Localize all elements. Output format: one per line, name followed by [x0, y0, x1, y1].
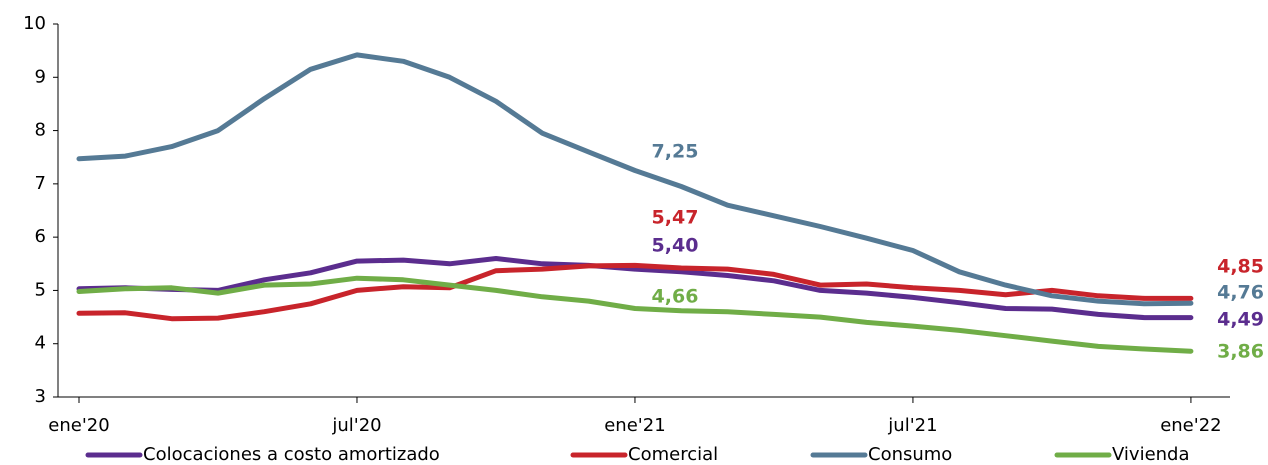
- value-label: 4,76: [1217, 282, 1264, 304]
- value-label: 4,49: [1217, 309, 1264, 331]
- value-label: 3,86: [1217, 341, 1264, 363]
- y-tick-label: 7: [35, 173, 46, 194]
- value-label: 7,25: [652, 141, 699, 163]
- series-line: [76, 256, 1194, 321]
- x-tick-label: jul'21: [887, 415, 937, 436]
- y-tick-label: 5: [35, 279, 46, 300]
- value-label: 5,47: [652, 207, 699, 229]
- legend-label: Colocaciones a costo amortizado: [143, 444, 440, 465]
- value-label: 4,66: [652, 286, 699, 308]
- series-line: [76, 52, 1194, 307]
- legend-label: Comercial: [628, 444, 718, 465]
- series-line: [76, 275, 1194, 354]
- value-label: 4,85: [1217, 256, 1264, 278]
- x-tick-label: ene'20: [48, 415, 109, 436]
- y-tick-label: 10: [23, 13, 46, 34]
- y-tick-label: 9: [35, 66, 46, 87]
- legend-label: Vivienda: [1112, 444, 1190, 465]
- y-tick-label: 8: [35, 120, 46, 141]
- y-tick-label: 3: [35, 386, 46, 407]
- y-tick-label: 4: [35, 333, 46, 354]
- series-line: [76, 262, 1194, 322]
- x-tick-label: ene'21: [604, 415, 665, 436]
- value-label: 5,40: [652, 235, 699, 257]
- x-tick-label: ene'22: [1160, 415, 1221, 436]
- y-tick-label: 6: [35, 226, 46, 247]
- legend-label: Consumo: [868, 444, 952, 465]
- x-tick-label: jul'20: [331, 415, 381, 436]
